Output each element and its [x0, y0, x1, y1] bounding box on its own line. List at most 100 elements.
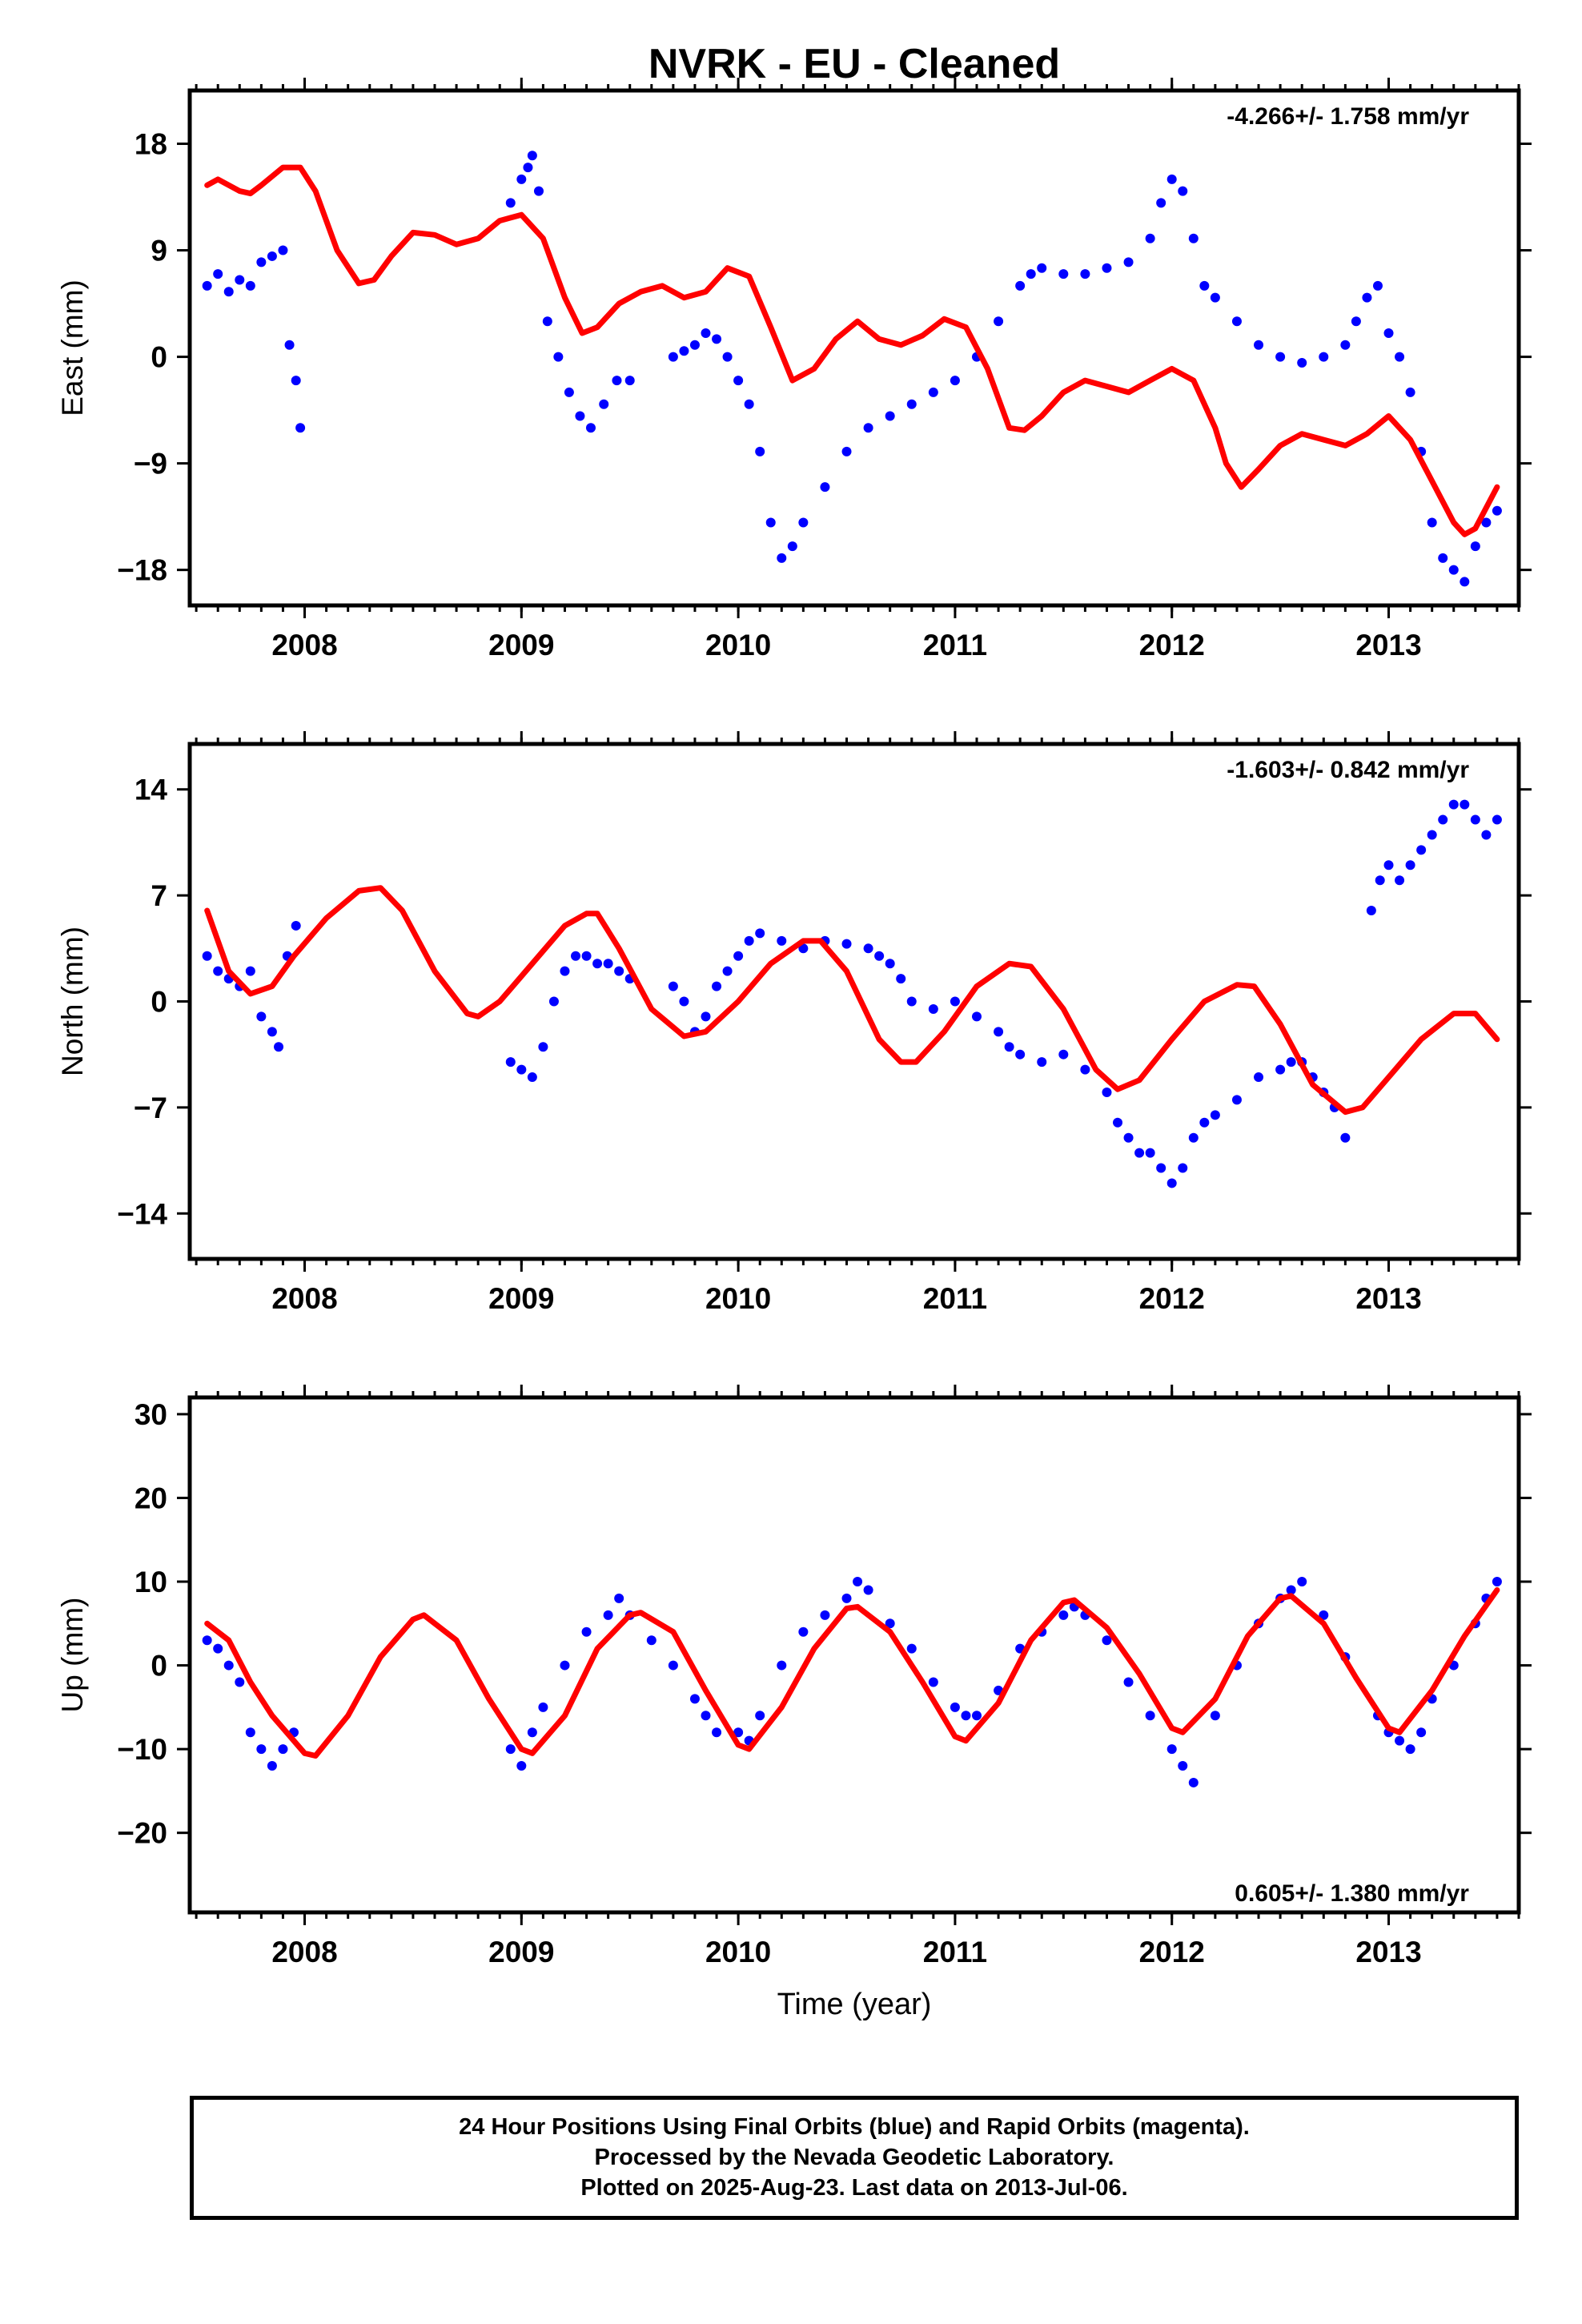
data-point	[1351, 316, 1361, 327]
data-point	[603, 1610, 613, 1620]
data-point	[972, 1011, 982, 1022]
x-tick-label: 2011	[923, 1936, 987, 1968]
data-point	[527, 1072, 537, 1083]
data-point	[527, 1727, 537, 1738]
data-point	[1448, 565, 1459, 575]
panel-up: 2008 2009 2010 2011 2012 20133020100−10−20Up …	[56, 1385, 1532, 1968]
data-point	[885, 959, 895, 969]
data-point	[961, 1711, 971, 1721]
data-point	[733, 376, 744, 386]
model-curve	[204, 164, 1500, 537]
caption-line-1: 24 Hour Positions Using Final Orbits (bl…	[459, 2114, 1250, 2140]
data-point	[1460, 577, 1470, 587]
x-tick-label: 2012	[1139, 629, 1205, 661]
y-tick-label: 7	[151, 879, 167, 912]
data-point	[1113, 1117, 1123, 1128]
data-point	[612, 376, 622, 386]
data-point	[1156, 1163, 1166, 1173]
data-point	[1366, 906, 1376, 916]
panel-east: 2008 2009 2010 2011 2012 2013 18 9 0 −9 −18 East (m…	[56, 78, 1532, 661]
data-point	[581, 1626, 592, 1637]
data-point	[820, 482, 830, 493]
data-point	[571, 951, 581, 961]
data-point	[560, 966, 570, 976]
data-point	[523, 163, 533, 173]
chart-title: NVRK - EU - Cleaned	[648, 41, 1060, 87]
y-tick-label: 0	[151, 986, 167, 1019]
data-point	[679, 996, 689, 1007]
data-point	[755, 928, 765, 939]
data-point	[928, 1003, 938, 1014]
x-axis-title: Time (year)	[777, 1988, 932, 2021]
data-point	[712, 1727, 722, 1738]
data-point	[267, 1761, 277, 1771]
data-point	[553, 352, 564, 362]
data-point	[755, 446, 765, 456]
data-point	[863, 943, 873, 954]
data-point	[689, 340, 700, 350]
y-tick-label: −20	[117, 1817, 167, 1850]
data-point	[1438, 814, 1448, 825]
data-point	[1275, 1064, 1286, 1075]
x-tick-label: 2009	[488, 629, 554, 661]
data-point	[733, 951, 744, 961]
data-point	[950, 1702, 960, 1712]
data-point	[1015, 1049, 1026, 1059]
y-tick-label: −7	[134, 1092, 167, 1124]
data-point	[1416, 1727, 1427, 1738]
data-point	[1362, 292, 1372, 303]
y-tick-label: 18	[135, 128, 167, 161]
rate-label: -4.266+/- 1.758 mm/yr	[1227, 103, 1469, 130]
data-point	[1416, 845, 1427, 855]
data-point	[744, 935, 754, 946]
data-point	[603, 959, 613, 969]
data-point	[787, 541, 797, 552]
data-point	[950, 996, 960, 1007]
x-tick-label: 2008	[271, 629, 337, 661]
data-point	[1319, 1610, 1329, 1620]
data-point	[564, 387, 574, 397]
data-point	[548, 996, 559, 1007]
data-point	[614, 1593, 624, 1603]
data-point	[1405, 387, 1415, 397]
data-point	[765, 517, 776, 528]
data-point	[202, 1635, 212, 1646]
data-point	[1199, 1117, 1210, 1128]
data-point	[527, 151, 537, 161]
data-point	[1492, 1577, 1502, 1587]
y-tick-label: −18	[117, 554, 167, 587]
data-point	[256, 1744, 267, 1755]
data-point	[505, 1744, 516, 1755]
data-point	[1037, 263, 1047, 273]
data-point	[538, 1042, 548, 1052]
data-point	[1275, 352, 1286, 362]
data-point	[1481, 517, 1492, 528]
data-point	[841, 1593, 852, 1603]
data-point	[668, 981, 678, 991]
y-axis-title: North (mm)	[56, 927, 89, 1076]
data-point	[295, 423, 306, 433]
data-point	[1145, 1711, 1155, 1721]
data-point	[885, 411, 895, 421]
y-tick-label: 10	[135, 1566, 167, 1598]
data-point	[994, 1027, 1004, 1037]
data-point	[581, 951, 592, 961]
panel-north: 2008 2009 2010 2011 2012 2013 14 7 0 −7 −14 North (…	[56, 731, 1532, 1315]
data-point	[1210, 292, 1220, 303]
data-point	[1286, 1057, 1296, 1068]
data-point	[1427, 830, 1437, 840]
x-tick-label: 2011	[923, 1282, 987, 1315]
data-point	[1102, 263, 1112, 273]
data-point	[679, 346, 689, 356]
data-point	[1102, 1635, 1112, 1646]
data-point	[896, 974, 906, 984]
data-point	[599, 399, 609, 409]
data-point	[235, 275, 245, 285]
data-point	[538, 1702, 548, 1712]
data-point	[733, 1727, 744, 1738]
data-point	[1286, 1585, 1296, 1595]
y-tick-label: 9	[151, 235, 167, 267]
data-point	[1427, 517, 1437, 528]
data-point	[1058, 1610, 1069, 1620]
data-point	[278, 245, 288, 255]
